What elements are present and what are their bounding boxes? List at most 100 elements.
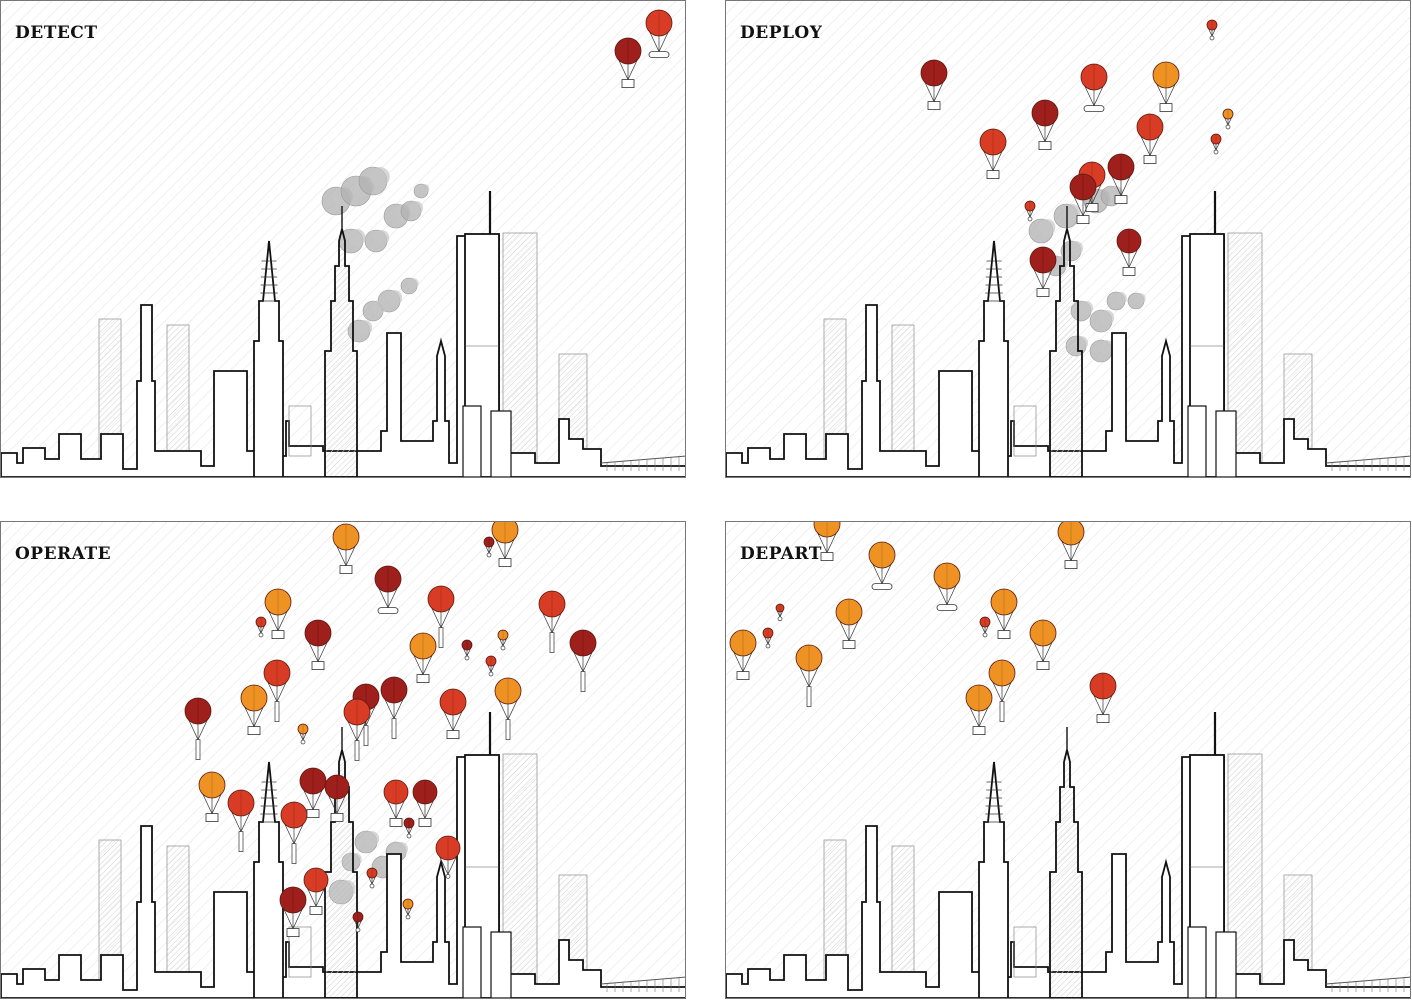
cargo-pole	[354, 740, 360, 761]
cargo-box	[1036, 288, 1050, 298]
cargo-box	[446, 730, 460, 740]
cargo-box	[330, 812, 344, 822]
balloon	[483, 536, 495, 558]
balloon-envelope	[263, 659, 291, 687]
balloon	[343, 698, 371, 761]
smoke-puff	[419, 184, 430, 194]
cargo-pole	[580, 671, 586, 692]
balloon-envelope	[264, 588, 292, 616]
balloon-envelope	[965, 684, 993, 712]
cargo-sensor	[406, 833, 412, 839]
cargo-box	[498, 558, 512, 567]
balloon-envelope	[374, 565, 402, 593]
balloon-envelope	[409, 632, 437, 660]
balloon-envelope	[297, 723, 309, 735]
balloon	[979, 128, 1007, 180]
cargo-box	[309, 905, 323, 915]
panel-depart: DEPART	[725, 521, 1411, 999]
building	[1187, 405, 1207, 477]
balloon	[990, 588, 1018, 639]
building	[1013, 926, 1037, 978]
building	[490, 931, 512, 998]
chrysler-building	[253, 240, 284, 477]
cargo-pole	[274, 701, 280, 722]
balloon	[412, 779, 438, 827]
balloon	[1024, 200, 1036, 222]
balloon	[569, 629, 597, 692]
balloon	[1057, 522, 1085, 569]
cargo-box	[927, 101, 941, 110]
balloon	[979, 616, 991, 638]
cargo-box	[247, 726, 261, 736]
cargo-pole	[438, 627, 444, 648]
cargo-box	[820, 552, 834, 562]
balloon	[240, 684, 268, 736]
building	[490, 410, 512, 477]
building	[1215, 410, 1237, 477]
balloon-envelope	[324, 774, 350, 800]
operate-scene	[1, 522, 685, 998]
balloon	[775, 603, 785, 622]
empire-state-building	[324, 727, 358, 998]
smoke-puff	[371, 301, 385, 315]
balloon	[304, 619, 332, 671]
cargo-box	[621, 79, 635, 88]
cargo-box	[205, 813, 219, 823]
balloon	[380, 676, 408, 739]
balloon-envelope	[403, 817, 415, 829]
balloon	[497, 629, 509, 651]
balloon	[1152, 61, 1180, 112]
smoke-puff	[1038, 219, 1056, 236]
smoke-puff	[370, 167, 390, 187]
cargo-sensor	[1225, 124, 1231, 130]
balloon	[263, 659, 291, 722]
cargo-sensor	[765, 643, 771, 649]
cargo-box	[842, 640, 856, 649]
balloon	[494, 677, 522, 740]
balloon-envelope	[979, 616, 991, 628]
balloon-envelope	[383, 779, 409, 805]
building	[1187, 926, 1207, 998]
cargo-sensor	[445, 874, 451, 879]
detect-scene	[1, 1, 685, 477]
balloon-envelope	[1029, 619, 1057, 647]
cargo-box	[1038, 141, 1052, 151]
building	[1215, 931, 1237, 998]
balloon	[461, 639, 473, 661]
balloon-envelope	[920, 59, 948, 87]
skyline	[726, 712, 1410, 998]
balloon	[402, 898, 414, 920]
bridge	[600, 455, 685, 471]
balloon-envelope	[569, 629, 597, 657]
balloon-envelope	[240, 684, 268, 712]
building	[462, 926, 482, 998]
balloon-envelope	[461, 639, 473, 651]
background-building	[891, 324, 915, 477]
balloon	[795, 644, 823, 707]
background-building	[891, 845, 915, 998]
balloon	[1136, 113, 1164, 165]
cargo-sensor	[355, 927, 361, 933]
empire-state-building	[1049, 206, 1083, 477]
balloon	[1029, 619, 1057, 671]
skyline	[1, 191, 685, 477]
cargo-drone	[377, 607, 399, 614]
smoke-puff	[1134, 293, 1146, 305]
cargo-pole	[549, 632, 555, 653]
balloon-envelope	[538, 590, 566, 618]
panel-operate: OPERATE	[0, 521, 686, 999]
balloon-envelope	[1089, 672, 1117, 700]
balloon-envelope	[1222, 108, 1234, 120]
skyline	[1, 712, 685, 998]
cargo-sensor	[300, 739, 306, 745]
cargo-pole	[291, 843, 297, 864]
balloon-envelope	[1029, 246, 1057, 274]
cargo-box	[1036, 661, 1050, 671]
balloon	[1206, 19, 1218, 41]
balloon	[184, 697, 212, 760]
balloon	[868, 541, 896, 590]
balloon	[1222, 108, 1234, 130]
chrysler-building	[978, 761, 1009, 998]
balloon-envelope	[1031, 99, 1059, 127]
balloon-envelope	[485, 655, 497, 667]
